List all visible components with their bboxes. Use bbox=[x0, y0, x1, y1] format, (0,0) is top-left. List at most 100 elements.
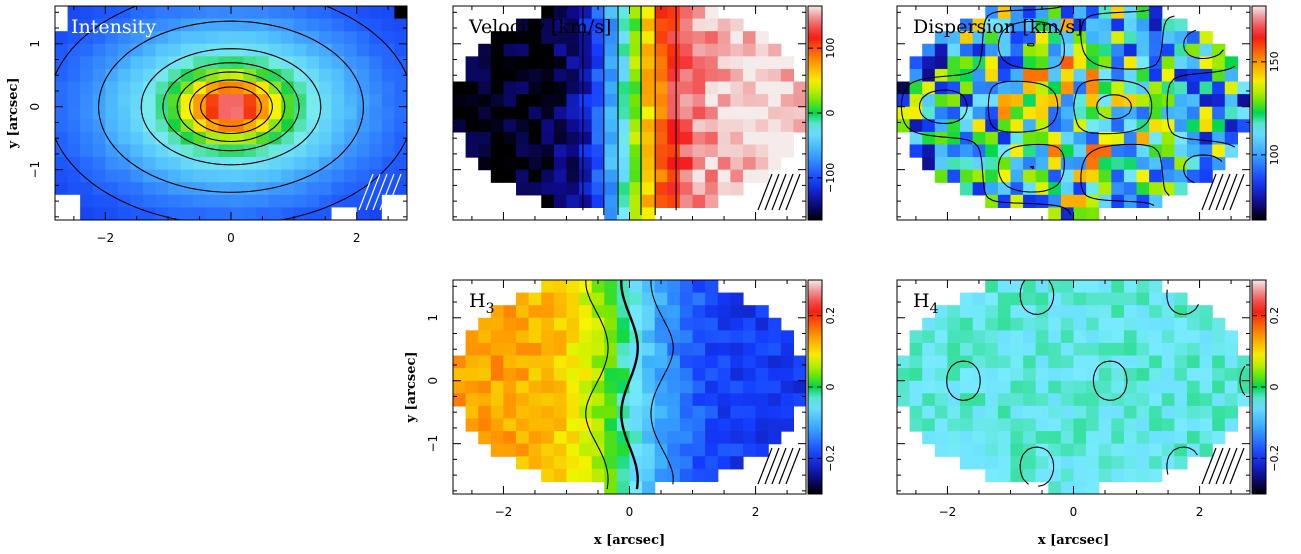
h3-pixel bbox=[604, 405, 618, 420]
h3-pixel bbox=[579, 418, 593, 432]
dispersion-pixel bbox=[1123, 144, 1138, 158]
intensity-pixel bbox=[117, 106, 132, 120]
h3-pixel bbox=[604, 380, 618, 394]
h4-pixel bbox=[1073, 305, 1087, 319]
h4-pixel bbox=[1199, 368, 1213, 382]
dispersion-pixel bbox=[997, 119, 1012, 133]
dispersion-beam-hatch bbox=[1201, 173, 1245, 211]
intensity-pixel bbox=[105, 169, 119, 183]
h4-pixel bbox=[1098, 443, 1112, 457]
h3-pixel bbox=[667, 355, 681, 369]
intensity-pixel bbox=[143, 119, 157, 133]
intensity-pixel bbox=[331, 43, 345, 57]
intensity-pixel bbox=[281, 131, 295, 146]
dispersion-pixel bbox=[972, 182, 986, 196]
h4-pixel bbox=[922, 317, 936, 331]
intensity-pixel bbox=[205, 81, 220, 95]
h3-pixel bbox=[490, 393, 505, 407]
h4-pixel bbox=[1035, 280, 1049, 294]
h4-pixel bbox=[1174, 431, 1188, 445]
velocity-pixel bbox=[465, 81, 479, 95]
h4-pixel bbox=[1149, 380, 1163, 394]
intensity-pixel bbox=[80, 68, 94, 83]
velocity-pixel bbox=[579, 119, 593, 133]
h3-pixel bbox=[490, 330, 505, 344]
h4-pixel bbox=[1111, 292, 1125, 306]
velocity-pixel bbox=[465, 68, 479, 83]
intensity-pixel bbox=[331, 131, 345, 146]
h4-pixel bbox=[934, 355, 949, 369]
velocity-pixel bbox=[629, 182, 643, 196]
velocity-pixel bbox=[679, 182, 694, 196]
intensity-pixel bbox=[117, 119, 132, 133]
velocity-pixel bbox=[692, 169, 706, 183]
h4-pixel bbox=[1098, 292, 1112, 306]
intensity-pixel bbox=[143, 6, 157, 20]
h4-pixel bbox=[909, 355, 923, 369]
intensity-pixel bbox=[80, 119, 94, 133]
intensity-pixel bbox=[293, 157, 308, 171]
h4-pixel bbox=[1010, 418, 1024, 432]
intensity-pixel bbox=[306, 106, 320, 120]
velocity-pixel bbox=[516, 18, 530, 32]
h4-pixel bbox=[1111, 468, 1125, 483]
h3-pixel bbox=[528, 330, 542, 344]
h4-pixel bbox=[1035, 393, 1049, 407]
h4-pixel bbox=[985, 456, 999, 470]
dispersion-pixel bbox=[1023, 169, 1037, 183]
velocity-pixel bbox=[730, 182, 744, 196]
intensity-pixel bbox=[381, 81, 396, 95]
intensity-pixel bbox=[180, 94, 194, 108]
dispersion-pixel bbox=[1048, 131, 1062, 146]
velocity-pixel bbox=[465, 119, 479, 133]
dispersion-pixel bbox=[1086, 18, 1100, 32]
intensity-contour-line bbox=[200, 86, 262, 127]
velocity-pixel bbox=[667, 194, 681, 209]
dispersion-pixel bbox=[1098, 6, 1112, 20]
dispersion-pixel bbox=[1123, 81, 1138, 95]
h3-pixel bbox=[742, 355, 757, 369]
velocity-pixel bbox=[566, 68, 580, 83]
velocity-pixel bbox=[768, 131, 782, 146]
velocity-pixel bbox=[490, 169, 505, 183]
dispersion-pixel bbox=[1136, 182, 1150, 196]
h4-pixel bbox=[1186, 330, 1201, 344]
h4-pixel bbox=[947, 405, 961, 420]
h3-pixel bbox=[755, 393, 769, 407]
h3-pixel bbox=[516, 405, 530, 420]
h3-pixel bbox=[755, 317, 769, 331]
intensity-pixel bbox=[168, 144, 182, 158]
velocity-pixel bbox=[490, 56, 505, 70]
h4-pixel bbox=[985, 355, 999, 369]
dispersion-pixel bbox=[1136, 157, 1150, 171]
intensity-pixel bbox=[243, 94, 257, 108]
velocity-pixel bbox=[679, 18, 694, 32]
intensity-pixel bbox=[268, 18, 282, 32]
intensity-pixel bbox=[180, 43, 194, 57]
h3-pixel bbox=[553, 443, 568, 457]
h4-pixel bbox=[1086, 380, 1100, 394]
h3-x-tick-label: 0 bbox=[626, 505, 634, 519]
h3-pixel bbox=[478, 355, 492, 369]
intensity-pixel bbox=[293, 194, 308, 209]
h4-pixel bbox=[1023, 418, 1037, 432]
intensity-pixel bbox=[356, 6, 370, 20]
velocity-pixel bbox=[591, 119, 605, 133]
h4-pixel bbox=[1048, 481, 1062, 494]
velocity-pixel bbox=[667, 169, 681, 183]
h3-pixel bbox=[604, 456, 618, 470]
dispersion-pixel bbox=[1023, 144, 1037, 158]
h4-pixel bbox=[1023, 380, 1037, 394]
dispersion-pixel bbox=[960, 81, 974, 95]
dispersion-pixel bbox=[1224, 106, 1238, 120]
velocity-pixel bbox=[616, 31, 631, 45]
velocity-pixel bbox=[566, 31, 580, 45]
h3-pixel bbox=[490, 368, 505, 382]
dispersion-pixel bbox=[1010, 18, 1024, 32]
h4-pixel bbox=[1149, 393, 1163, 407]
h4-pixel bbox=[1174, 443, 1188, 457]
intensity-pixel bbox=[243, 182, 257, 196]
h4-pixel bbox=[947, 443, 961, 457]
velocity-pixel bbox=[616, 169, 631, 183]
